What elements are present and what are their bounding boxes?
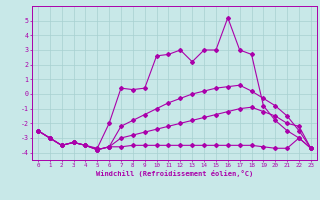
X-axis label: Windchill (Refroidissement éolien,°C): Windchill (Refroidissement éolien,°C) [96, 170, 253, 177]
